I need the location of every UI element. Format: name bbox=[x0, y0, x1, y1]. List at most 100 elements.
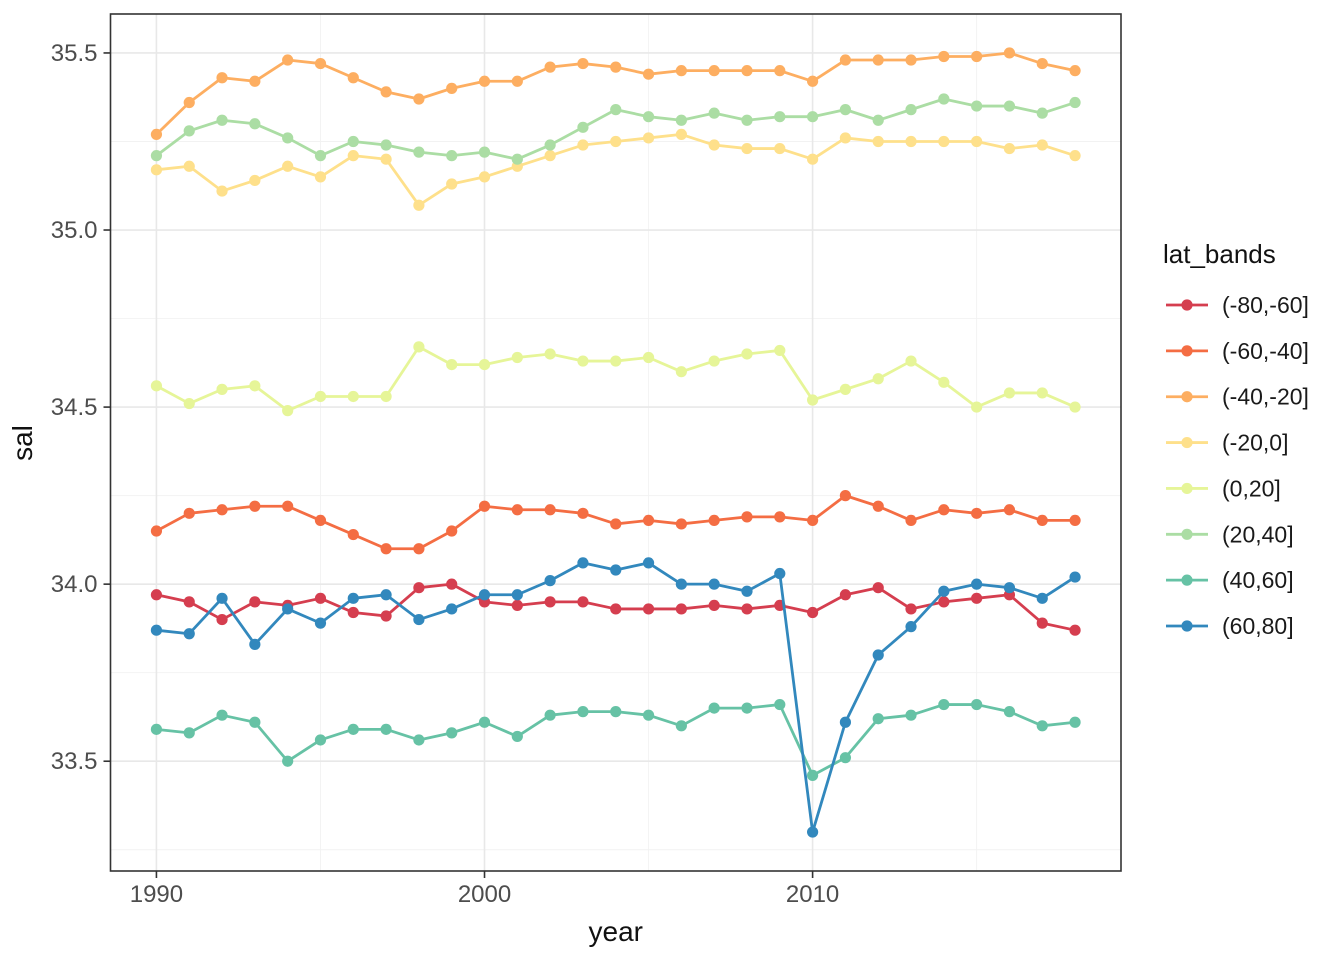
data-point bbox=[216, 613, 228, 626]
data-point bbox=[183, 507, 195, 519]
data-point bbox=[741, 603, 753, 615]
data-point bbox=[610, 706, 622, 718]
data-point bbox=[577, 706, 589, 718]
data-point bbox=[282, 54, 294, 66]
x-tick-label: 2010 bbox=[786, 881, 839, 908]
data-point bbox=[905, 514, 917, 527]
data-point bbox=[446, 178, 458, 190]
data-point bbox=[675, 603, 687, 615]
data-point bbox=[413, 543, 425, 555]
data-point bbox=[478, 716, 491, 728]
data-point bbox=[511, 730, 523, 743]
data-point bbox=[905, 621, 917, 633]
y-tick-label: 35.5 bbox=[51, 40, 98, 67]
series-(20,40] bbox=[150, 93, 1081, 165]
data-point bbox=[478, 75, 491, 87]
series-(-20,0] bbox=[150, 128, 1081, 211]
data-point bbox=[511, 504, 523, 516]
data-point bbox=[872, 582, 884, 594]
data-point bbox=[150, 128, 163, 141]
data-point bbox=[183, 596, 195, 608]
data-point bbox=[872, 649, 884, 661]
data-point bbox=[413, 93, 425, 105]
data-point bbox=[839, 132, 852, 144]
data-point bbox=[413, 146, 425, 158]
data-point bbox=[183, 628, 195, 640]
data-point bbox=[675, 720, 687, 732]
data-point bbox=[577, 557, 589, 569]
data-point bbox=[839, 383, 852, 395]
legend-key-point bbox=[1181, 345, 1193, 357]
data-point bbox=[380, 610, 392, 622]
data-point bbox=[675, 366, 687, 378]
data-point bbox=[741, 142, 753, 155]
data-point bbox=[413, 199, 425, 211]
data-point bbox=[1003, 387, 1016, 399]
data-point bbox=[249, 716, 261, 728]
data-point bbox=[282, 160, 294, 172]
data-point bbox=[807, 826, 819, 838]
data-point bbox=[905, 603, 917, 615]
data-point bbox=[478, 358, 491, 371]
data-point bbox=[807, 111, 819, 123]
data-point bbox=[413, 734, 425, 746]
data-point bbox=[577, 57, 589, 70]
data-point bbox=[610, 104, 622, 116]
data-point bbox=[446, 82, 458, 94]
data-point bbox=[872, 713, 884, 725]
legend-entry-(-20,0]: (-20,0] bbox=[1166, 430, 1288, 456]
data-point bbox=[511, 599, 523, 612]
data-point bbox=[314, 617, 327, 629]
data-point bbox=[446, 358, 458, 371]
y-tick-label: 34.0 bbox=[51, 571, 98, 598]
data-point bbox=[511, 153, 523, 165]
data-point bbox=[1036, 387, 1048, 399]
data-point bbox=[446, 727, 458, 739]
data-point bbox=[347, 723, 359, 735]
data-point bbox=[807, 769, 819, 781]
data-point bbox=[282, 132, 294, 144]
data-point bbox=[807, 153, 819, 165]
data-point bbox=[314, 57, 327, 70]
data-point bbox=[708, 599, 720, 612]
data-point bbox=[774, 698, 786, 711]
data-point bbox=[1036, 592, 1048, 604]
legend-key-point bbox=[1181, 528, 1193, 540]
y-axis-title: sal bbox=[7, 425, 38, 461]
data-point bbox=[511, 351, 523, 364]
axis-ticks: 33.5 34.0 34.5 35.0 35.5 1990 2000 2010 bbox=[51, 40, 840, 908]
legend-key-point bbox=[1181, 391, 1193, 403]
data-point bbox=[872, 135, 884, 148]
data-point bbox=[544, 504, 556, 516]
data-point bbox=[1036, 139, 1048, 151]
panel-border bbox=[109, 13, 1122, 872]
data-point bbox=[807, 514, 819, 527]
legend-key-point bbox=[1181, 299, 1193, 311]
data-point bbox=[380, 723, 392, 735]
data-point bbox=[282, 405, 294, 417]
legend-entry-(-60,-40]: (-60,-40] bbox=[1166, 338, 1309, 364]
data-point bbox=[708, 139, 720, 151]
data-point bbox=[642, 111, 655, 123]
legend-key-point bbox=[1181, 482, 1193, 495]
data-point bbox=[183, 96, 195, 109]
data-point bbox=[1069, 96, 1081, 109]
data-point bbox=[971, 50, 983, 63]
data-point bbox=[314, 514, 327, 527]
legend-label: (20,40] bbox=[1222, 521, 1294, 547]
data-point bbox=[741, 585, 753, 597]
data-series bbox=[150, 47, 1081, 838]
data-point bbox=[642, 557, 655, 569]
data-point bbox=[872, 373, 884, 385]
data-point bbox=[971, 135, 983, 148]
data-point bbox=[150, 164, 163, 176]
data-point bbox=[577, 139, 589, 151]
data-point bbox=[314, 592, 327, 604]
series-(0,20] bbox=[150, 341, 1081, 417]
data-point bbox=[905, 709, 917, 721]
data-point bbox=[905, 135, 917, 148]
data-point bbox=[1036, 720, 1048, 732]
data-point bbox=[347, 606, 359, 619]
data-point bbox=[282, 755, 294, 767]
